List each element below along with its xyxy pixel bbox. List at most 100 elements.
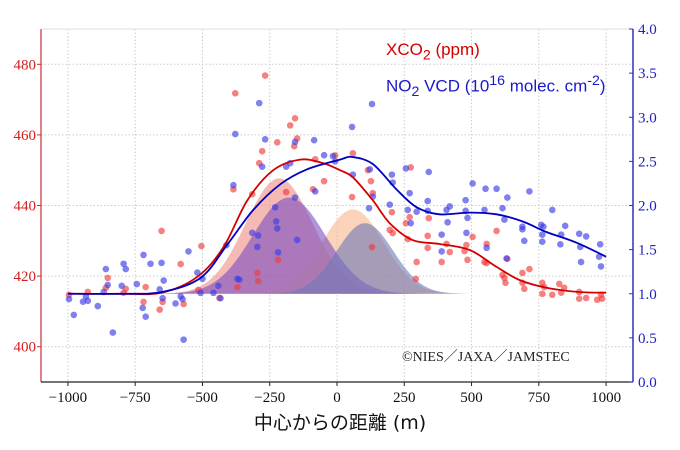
y-left-tick-label: 400 — [14, 340, 37, 356]
xco2-point — [402, 219, 410, 227]
xco2-point — [548, 291, 556, 299]
no2-point — [274, 248, 282, 256]
no2-point — [230, 181, 237, 189]
xco2-point — [291, 115, 299, 122]
no2-point — [557, 241, 564, 248]
plume-fills — [67, 178, 607, 294]
legend-no2-sub: 2 — [411, 84, 420, 101]
no2-point — [366, 166, 374, 173]
no2-point — [463, 229, 470, 237]
no2-point — [482, 185, 489, 193]
x-axis-label: 中心からの距離 (m) — [253, 412, 427, 434]
no2-point — [577, 258, 585, 266]
xco2-point — [502, 279, 509, 287]
no2-point — [469, 180, 476, 187]
no2-point — [255, 99, 263, 107]
x-tick-label: 500 — [460, 390, 483, 406]
no2-point — [425, 168, 433, 176]
x-tick-label: 0 — [333, 390, 341, 406]
x-tick-label: 250 — [393, 390, 416, 406]
no2-point — [438, 248, 445, 255]
no2-point — [194, 269, 201, 276]
xco2-point — [367, 177, 375, 185]
no2-point — [142, 313, 149, 320]
no2-point — [520, 237, 528, 245]
legend-xco2-unit: (ppm) — [430, 40, 480, 59]
no2-point — [139, 304, 147, 312]
y-right-tick-label: 2.5 — [638, 154, 657, 170]
no2-point — [406, 189, 413, 197]
no2-point — [248, 229, 256, 237]
no2-point — [575, 230, 583, 238]
xco2-point — [412, 275, 420, 283]
xco2-point — [463, 241, 470, 249]
x-tick-label: −750 — [120, 390, 151, 406]
legend-xco2-sub: 2 — [422, 47, 431, 64]
x-tick-label: 1000 — [591, 390, 621, 406]
xco2-point — [526, 265, 533, 273]
no2-point — [519, 226, 526, 233]
xco2-point — [582, 294, 590, 302]
no2-point — [561, 222, 569, 230]
xco2-point — [142, 283, 149, 291]
xco2-point — [231, 89, 239, 97]
no2-point — [185, 248, 192, 255]
no2-point — [197, 289, 204, 297]
xco2-point — [177, 260, 184, 268]
no2-point — [365, 204, 373, 212]
no2-point — [413, 208, 420, 215]
x-tick-label: −1000 — [49, 390, 87, 406]
no2-point — [293, 236, 301, 244]
no2-point — [231, 130, 239, 138]
no2-point — [254, 232, 262, 239]
no2-point — [388, 171, 396, 178]
no2-point — [483, 244, 490, 252]
no2-point — [273, 225, 281, 232]
xco2-point — [120, 289, 127, 296]
axes — [37, 28, 634, 386]
no2-point — [481, 206, 488, 214]
x-tick-label: 750 — [528, 390, 551, 406]
no2-point — [320, 151, 328, 159]
no2-point — [158, 259, 165, 267]
y-right-tick-label: 2.0 — [638, 199, 657, 215]
xco2-point — [389, 229, 397, 237]
y-left-tick-label: 480 — [14, 57, 37, 73]
y-right-tick-label: 0.5 — [638, 331, 657, 347]
no2-point — [444, 218, 451, 226]
no2-point — [539, 238, 546, 245]
no2-point — [462, 196, 469, 204]
xco2-point — [198, 242, 205, 250]
no2-point — [272, 218, 280, 225]
no2-point — [404, 206, 412, 214]
no2-point — [258, 163, 266, 170]
y-right-tick-label: 1.5 — [638, 243, 657, 259]
xco2-point — [493, 227, 500, 235]
xco2-point — [519, 269, 526, 277]
no2-point — [291, 138, 299, 146]
xco2-point — [140, 298, 147, 306]
xco2-point — [286, 122, 294, 129]
xco2-point — [406, 213, 413, 221]
no2-point — [261, 136, 269, 143]
no2-point — [386, 201, 394, 208]
no2-point — [172, 300, 179, 307]
legend-no2-main: NO — [386, 77, 412, 97]
no2-point — [156, 286, 163, 293]
no2-point — [526, 188, 533, 195]
x-tick-label: −500 — [187, 390, 218, 406]
y-left-tick-label: 460 — [14, 128, 37, 144]
xco2-point — [158, 227, 165, 235]
copyright-annotation: ©NIES／JAXA／JAMSTEC — [402, 350, 570, 365]
no2-point — [504, 194, 511, 201]
xco2-point — [539, 290, 546, 298]
no2-point — [122, 265, 130, 273]
y-right-tick-label: 4.0 — [638, 22, 657, 38]
no2-point — [499, 204, 506, 212]
scatter-points — [65, 72, 606, 343]
xco2-point — [180, 300, 187, 308]
no2-point — [446, 203, 454, 210]
legend-no2-rest: molec. cm — [505, 77, 588, 97]
no2-fit-line — [67, 155, 607, 295]
xco2-point — [261, 72, 269, 79]
